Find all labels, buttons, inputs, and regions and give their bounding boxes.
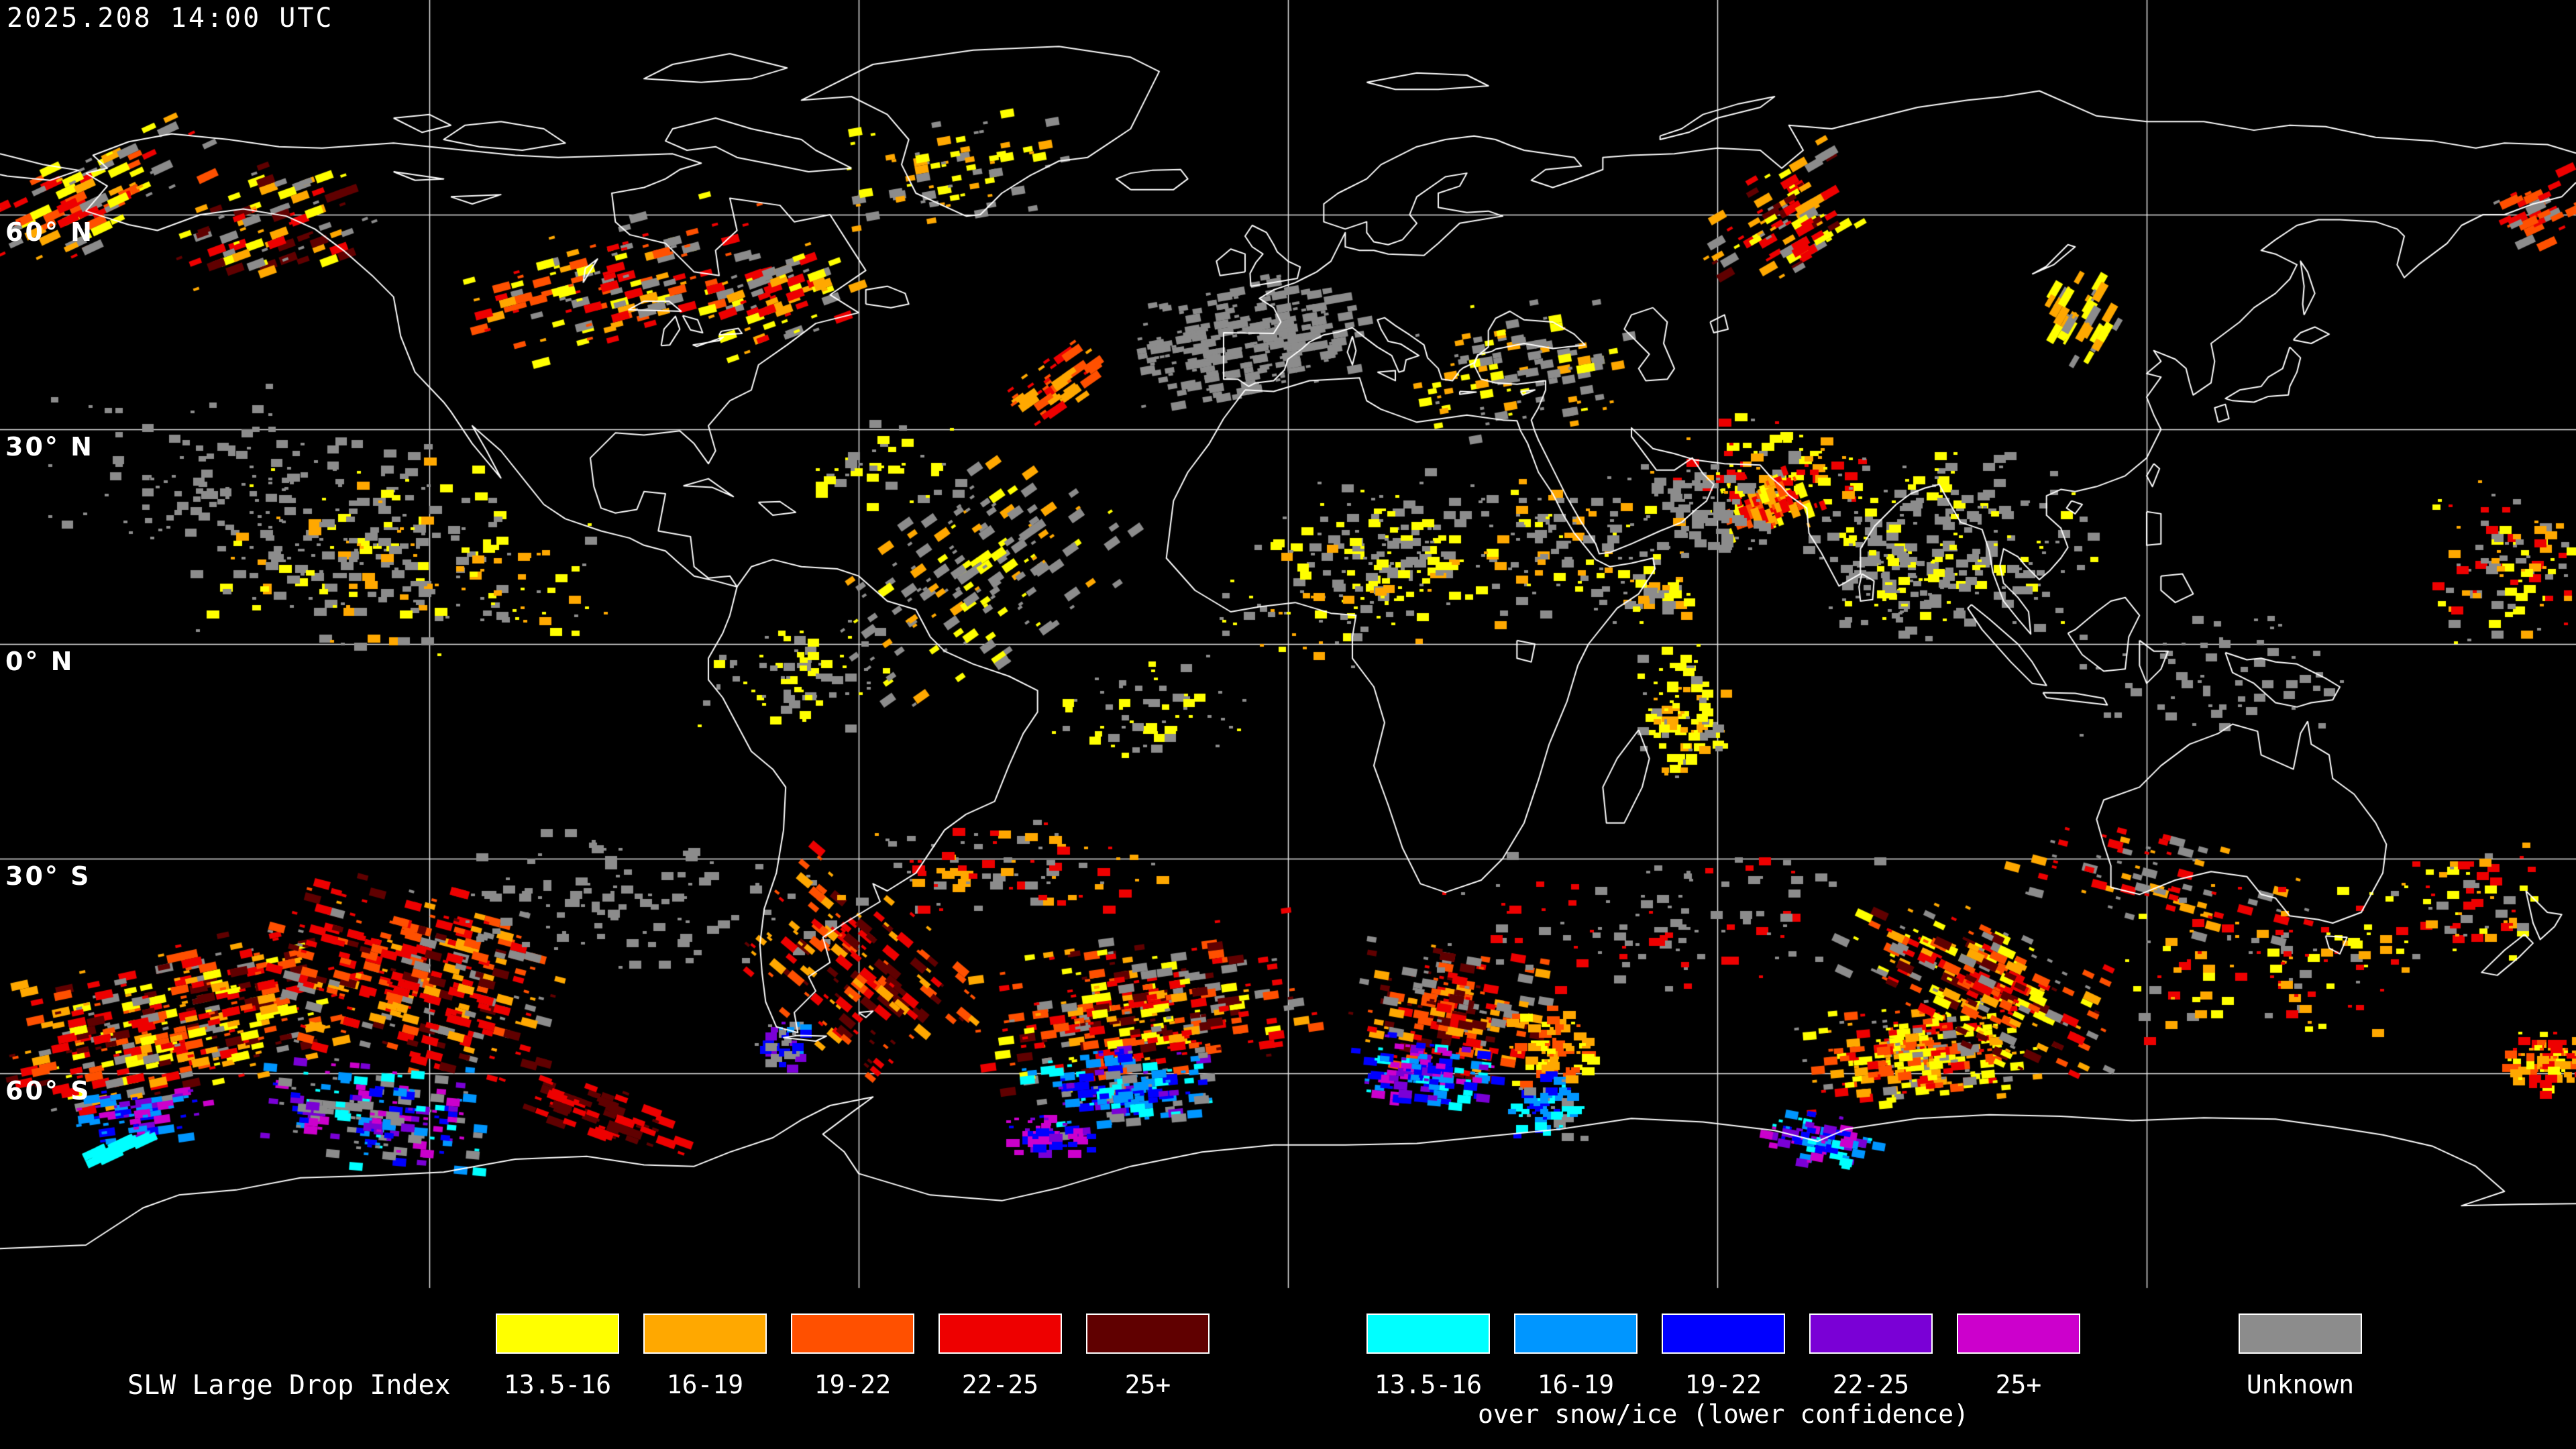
legend-label-slw-22-25: 22-25 [961,1370,1039,1399]
legend-swatch-slw-16-19 [643,1313,767,1354]
legend-label-snow-19-22: 19-22 [1684,1370,1762,1399]
legend-swatch-snow-13.5-16 [1366,1313,1490,1354]
lat-label-0n: 0° N [5,647,74,676]
legend-label-slw-13.5-16: 13.5-16 [503,1370,612,1399]
legend-swatch-slw-13.5-16 [496,1313,619,1354]
lat-label-30n: 30° N [5,432,94,462]
legend-label-unknown: Unknown [2246,1370,2355,1399]
legend-label-slw-16-19: 16-19 [666,1370,744,1399]
legend-label-snow-13.5-16: 13.5-16 [1374,1370,1483,1399]
legend-swatch-slw-25plus [1086,1313,1210,1354]
lat-label-60s: 60° S [5,1076,91,1106]
legend-swatch-snow-16-19 [1514,1313,1638,1354]
legend-swatch-snow-22-25 [1809,1313,1933,1354]
legend-swatch-slw-22-25 [938,1313,1062,1354]
lat-label-30s: 30° S [5,861,91,891]
legend-label-slw-19-22: 19-22 [814,1370,892,1399]
legend-label-snow-22-25: 22-25 [1832,1370,1910,1399]
legend-swatch-unknown [2239,1313,2362,1354]
legend-swatch-slw-19-22 [791,1313,914,1354]
legend-swatch-snow-25plus [1957,1313,2080,1354]
legend-caption-snow-ice: over snow/ice (lower confidence) [1477,1399,1970,1429]
legend-label-snow-16-19: 16-19 [1537,1370,1615,1399]
timestamp: 2025.208 14:00 UTC [7,3,334,34]
legend-label-slw-25plus: 25+ [1124,1370,1171,1399]
legend-swatch-snow-19-22 [1662,1313,1785,1354]
legend-title-slw: SLW Large Drop Index [127,1370,451,1401]
legend-label-snow-25plus: 25+ [1995,1370,2042,1399]
lat-label-60n: 60° N [5,217,94,247]
